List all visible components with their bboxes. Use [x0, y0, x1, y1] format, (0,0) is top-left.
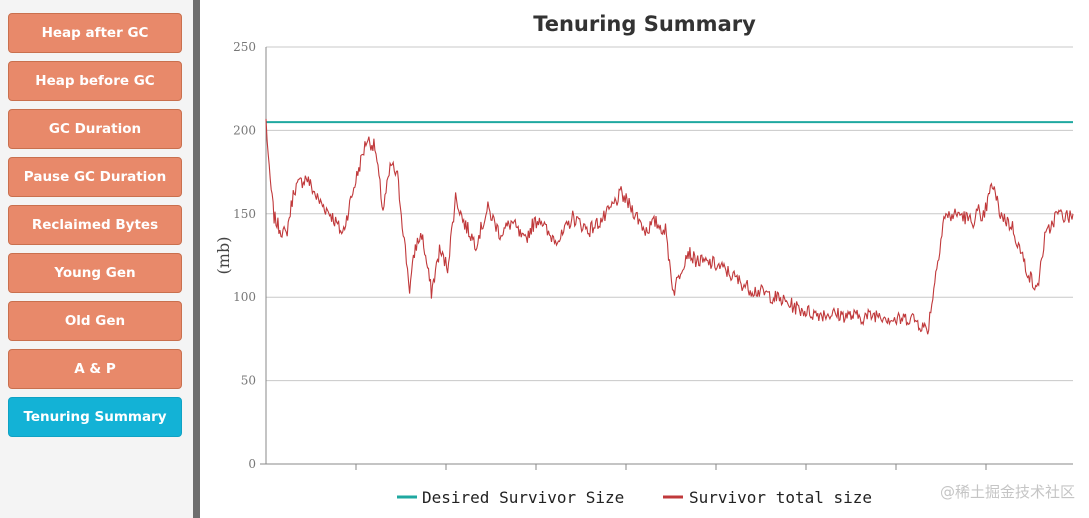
series-group	[265, 118, 1074, 335]
y-tick-label: 0	[248, 457, 256, 471]
nav-pause-gc-duration-button[interactable]: Pause GC Duration	[8, 157, 182, 197]
nav-tenuring-summary-button[interactable]: Tenuring Summary	[8, 397, 182, 437]
nav-young-gen-button[interactable]: Young Gen	[8, 253, 182, 293]
nav-heap-before-gc-button[interactable]: Heap before GC	[8, 61, 182, 101]
x-tick-marks	[355, 464, 987, 470]
nav-reclaimed-bytes-button[interactable]: Reclaimed Bytes	[8, 205, 182, 245]
legend-label-desired-survivor-size: Desired Survivor Size	[422, 488, 624, 507]
survivor-total-size-line	[265, 118, 1074, 335]
nav-heap-after-gc-button[interactable]: Heap after GC	[8, 13, 182, 53]
y-tick-label: 150	[233, 207, 256, 221]
y-tick-label: 100	[233, 290, 256, 304]
nav-old-gen-button[interactable]: Old Gen	[8, 301, 182, 341]
nav-a-and-p-button[interactable]: A & P	[8, 349, 182, 389]
nav-gc-duration-button[interactable]: GC Duration	[8, 109, 182, 149]
sidebar: Heap after GC Heap before GC GC Duration…	[0, 0, 193, 518]
y-tick-label: 250	[233, 40, 256, 54]
watermark-text: @稀土掘金技术社区	[939, 483, 1075, 501]
chart-panel	[200, 0, 1089, 518]
sidebar-divider	[193, 0, 200, 518]
legend: Desired Survivor Size Survivor total size	[397, 488, 872, 507]
y-tick-label: 200	[233, 123, 256, 137]
y-axis-label: (mb)	[214, 237, 233, 275]
chart-title: Tenuring Summary	[533, 12, 756, 36]
grid-lines	[266, 46, 1073, 382]
legend-label-survivor-total-size: Survivor total size	[689, 488, 872, 507]
y-tick-label: 50	[241, 374, 256, 388]
y-tick-labels: 0 50 100 150 200 250	[233, 40, 256, 471]
